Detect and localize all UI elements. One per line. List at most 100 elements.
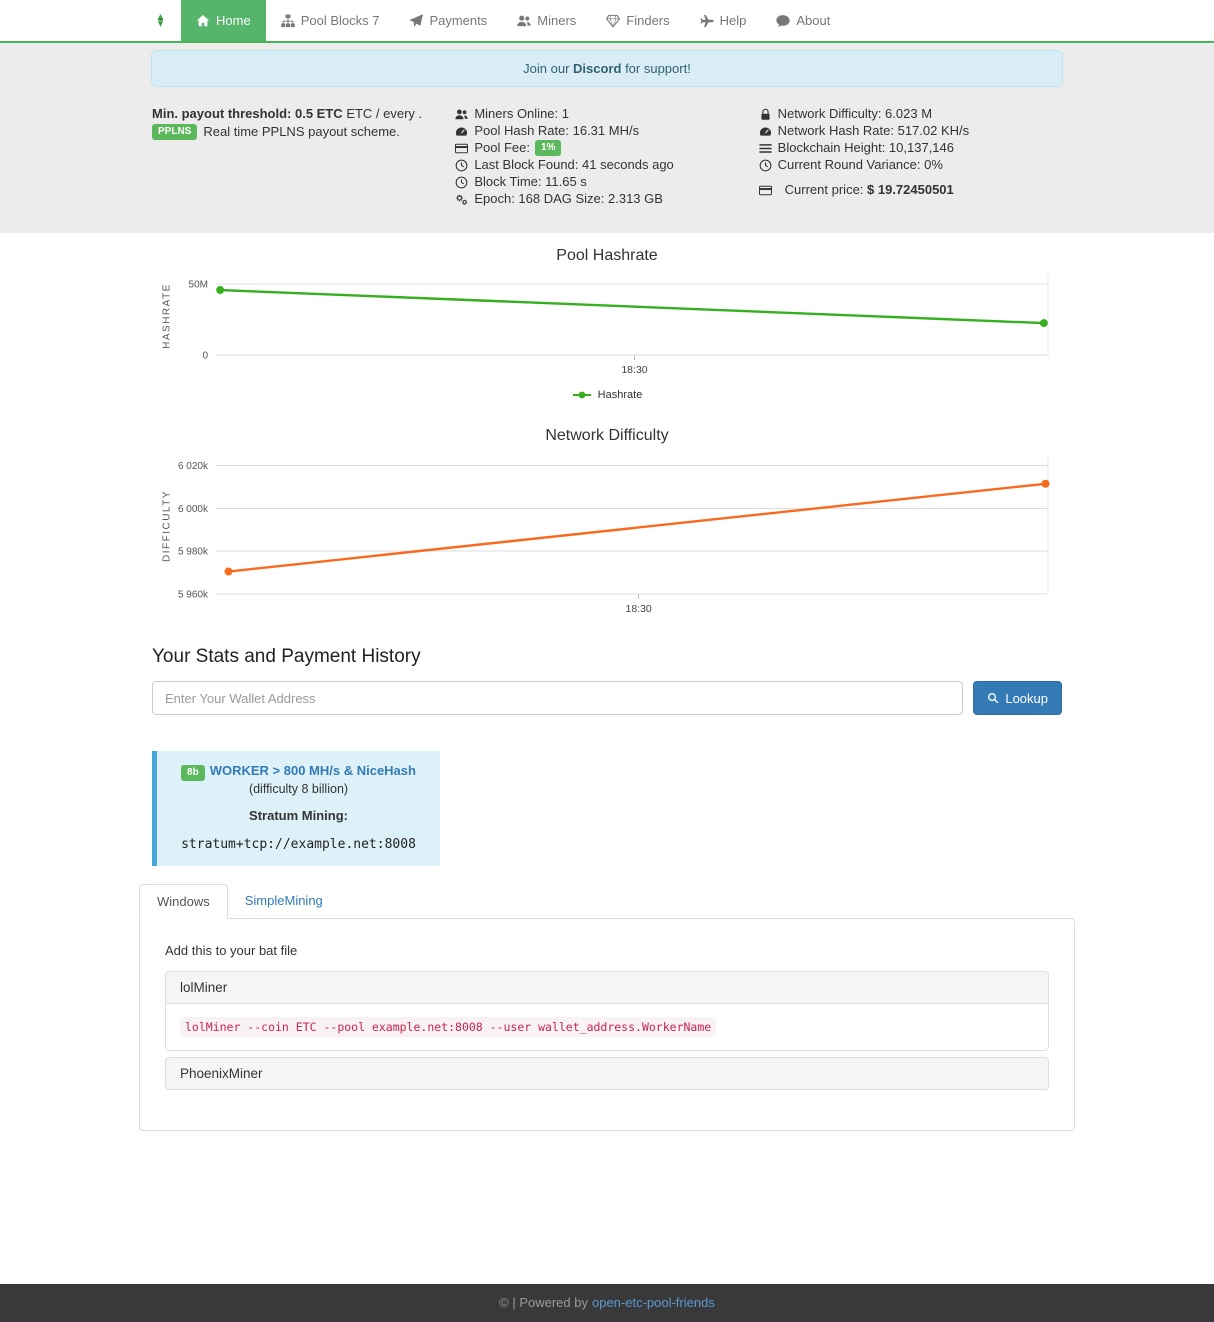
pool-stats: Miners Online: 1 Pool Hash Rate: 16.31 MH… (455, 106, 758, 208)
stat-text: Current price: (784, 182, 864, 197)
svg-text:6 000k: 6 000k (178, 504, 209, 515)
miner-os-tabs: Windows SimpleMining (139, 884, 1075, 919)
payout-scheme-text: Real time PPLNS payout scheme. (203, 124, 400, 139)
svg-text:50M: 50M (189, 280, 208, 291)
stat-text: Blockchain Height: 10,137,146 (777, 140, 955, 155)
payout-threshold-rest: ETC / every . (346, 106, 423, 121)
nav-item-label: Finders (626, 13, 670, 28)
plane-icon (700, 14, 714, 28)
nicehash-callout: 8b WORKER > 800 MH/s & NiceHash (difficul… (152, 751, 440, 866)
nav-item-miners[interactable]: Miners (502, 0, 591, 41)
chart-title: Pool Hashrate (556, 247, 658, 264)
nav-item-label: Payments (429, 13, 488, 28)
clock-icon (759, 159, 772, 172)
payout-threshold-bold: Min. payout threshold: 0.5 ETC (152, 106, 343, 121)
accordion-header-phoenixminer[interactable]: PhoenixMiner (165, 1057, 1049, 1090)
svg-text:18:30: 18:30 (621, 364, 647, 376)
callout-title: WORKER > 800 MH/s & NiceHash (209, 763, 416, 778)
y-axis-label: HASHRATE (161, 283, 173, 349)
alert-text-prefix: Join our (523, 61, 570, 76)
home-icon (196, 14, 210, 28)
miner-accordion: lolMiner lolMiner --coin ETC --pool examp… (165, 971, 1049, 1090)
stat-text: Network Difficulty: 6.023 M (777, 106, 933, 121)
svg-text:5 980k: 5 980k (178, 547, 209, 558)
overview-section: Join our Discord for support! Min. payou… (0, 43, 1214, 233)
accordion-header-lolminer[interactable]: lolMiner (165, 971, 1049, 1004)
lookup-heading: Your Stats and Payment History (152, 646, 421, 667)
lookup-button[interactable]: Lookup (973, 681, 1062, 715)
nav-item-label: Miners (537, 13, 577, 28)
credit-card-icon (455, 142, 469, 155)
footer: © | Powered by open-etc-pool-friends (0, 1284, 1214, 1322)
y-axis-label: DIFFICULTY (161, 489, 173, 562)
discord-link[interactable]: Discord (573, 61, 622, 76)
footer-link[interactable]: open-etc-pool-friends (591, 1295, 715, 1310)
cogs-icon (455, 193, 468, 206)
gem-icon (606, 14, 621, 28)
discord-alert: Join our Discord for support! (151, 50, 1063, 87)
users-icon (517, 14, 531, 28)
paper-plane-icon (409, 13, 424, 28)
nav-item-label: About (796, 13, 831, 28)
stat-miners-online: Miners Online: 1 (455, 106, 758, 122)
tab-windows[interactable]: Windows (139, 884, 228, 919)
comment-icon (776, 14, 791, 28)
nav-item-finders[interactable]: Finders (591, 0, 684, 41)
stratum-url: stratum+tcp://example.net:8008 (181, 837, 416, 852)
stat-text: Epoch: 168 DAG Size: 2.313 GB (474, 191, 663, 206)
stat-text: Network Hash Rate: 517.02 KH/s (777, 123, 970, 138)
stat-text: Block Time: 11.65 s (474, 174, 587, 189)
difficulty-badge: 8b (181, 765, 205, 781)
alert-text-suffix: for support! (625, 61, 691, 76)
wallet-address-input[interactable] (152, 681, 964, 715)
callout-title-line: 8b WORKER > 800 MH/s & NiceHash (165, 763, 432, 781)
nav-item-home[interactable]: Home (181, 0, 266, 41)
svg-text:18:30: 18:30 (626, 603, 652, 615)
navbar: Home Pool Blocks 7 Payments Miners Finders He… (0, 0, 1214, 43)
stat-current-price: Current price: $ 19.72450501 (758, 182, 1062, 198)
footer-text: © | Powered by (499, 1295, 588, 1310)
payout-scheme: PPLNS Real time PPLNS payout scheme. (152, 124, 455, 140)
svg-text:0: 0 (202, 351, 208, 362)
lookup-button-label: Lookup (1005, 690, 1048, 706)
miner-config-panel: Add this to your bat file lolMiner lolMin… (139, 918, 1075, 1131)
credit-card-icon (758, 184, 772, 197)
chart-network-difficulty: Network Difficulty DIFFICULTY 6 020k 6 000k… (139, 427, 1075, 620)
network-stats: Network Difficulty: 6.023 M Network Hash … (758, 106, 1062, 208)
legend-entry: Hashrate (597, 389, 643, 401)
stat-network-difficulty: Network Difficulty: 6.023 M (759, 106, 1062, 122)
stat-pool-fee: Pool Fee: 1% (455, 140, 758, 156)
nav-item-label: Help (719, 13, 747, 28)
panel-instruction: Add this to your bat file (165, 943, 298, 958)
stat-text: Current Round Variance: 0% (777, 157, 943, 172)
nav-item-about[interactable]: About (761, 0, 845, 41)
nav-item-help[interactable]: Help (685, 0, 762, 41)
nav-item-payments[interactable]: Payments (394, 0, 502, 41)
nav-item-label: Pool Blocks 7 (300, 13, 380, 28)
stat-text: Last Block Found: 41 seconds ago (474, 157, 674, 172)
chart-plot-area: 6 020k 6 000k 5 980k 5 960k 18:30 (178, 457, 1050, 615)
stat-last-block-found: Last Block Found: 41 seconds ago (455, 157, 758, 173)
stat-epoch: Epoch: 168 DAG Size: 2.313 GB (455, 191, 758, 207)
stat-blockchain-height: Blockchain Height: 10,137,146 (759, 140, 1062, 156)
clock-icon (455, 159, 468, 172)
nav-item-label: Home (216, 13, 251, 28)
tachometer-icon (759, 125, 772, 138)
search-icon (987, 692, 999, 704)
stat-text: Pool Fee: (474, 140, 530, 155)
tachometer-icon (455, 125, 468, 138)
chart-plot-area: 50M 0 18:30 (189, 277, 1049, 376)
nav-item-pool-blocks-7[interactable]: Pool Blocks 7 (266, 0, 395, 41)
brand-logo[interactable] (139, 0, 181, 41)
chart-legend: Hashrate (139, 389, 1075, 401)
bars-icon (759, 142, 772, 155)
stat-block-time: Block Time: 11.65 s (455, 174, 758, 190)
tab-simplemining[interactable]: SimpleMining (244, 893, 323, 908)
sitemap-icon (280, 13, 295, 28)
charts-section: Pool Hashrate HASHRATE 50M 0 18:30 Hashrate Ne… (139, 233, 1075, 620)
accordion-body-lolminer: lolMiner --coin ETC --pool example.net:8… (165, 1004, 1049, 1051)
stat-text: Pool Hash Rate: 16.31 MH/s (474, 123, 640, 138)
svg-text:5 960k: 5 960k (178, 590, 209, 601)
payout-stats: Min. payout threshold: 0.5 ETC ETC / eve… (152, 106, 455, 208)
miner-command-code: lolMiner --coin ETC --pool example.net:8… (180, 1017, 717, 1037)
